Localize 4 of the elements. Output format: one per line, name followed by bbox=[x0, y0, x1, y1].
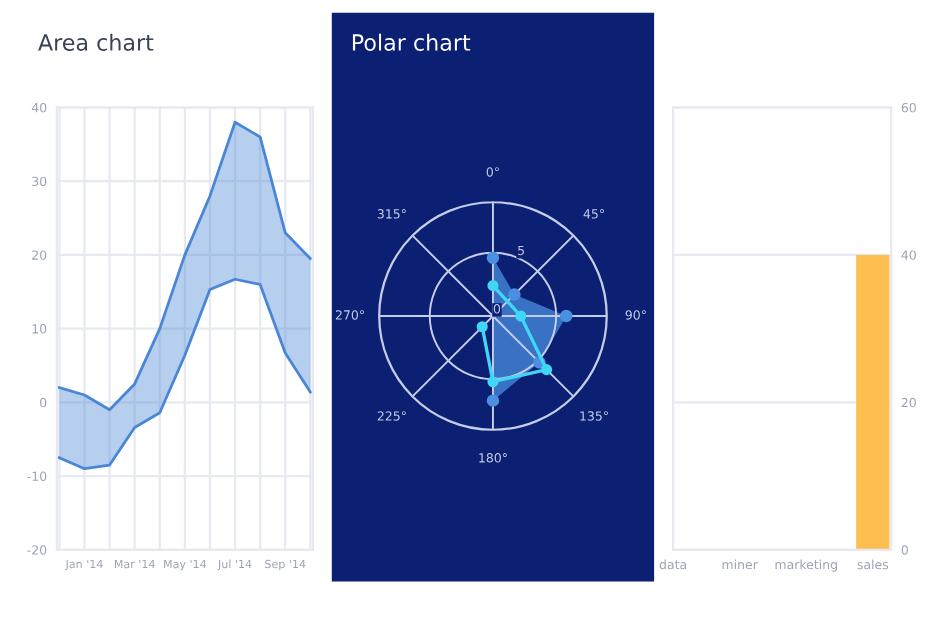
chart-title: Polar chart bbox=[352, 33, 471, 51]
line-series bbox=[58, 120, 312, 412]
line-series bbox=[58, 277, 312, 471]
chart-title: Area chart bbox=[38, 33, 154, 51]
